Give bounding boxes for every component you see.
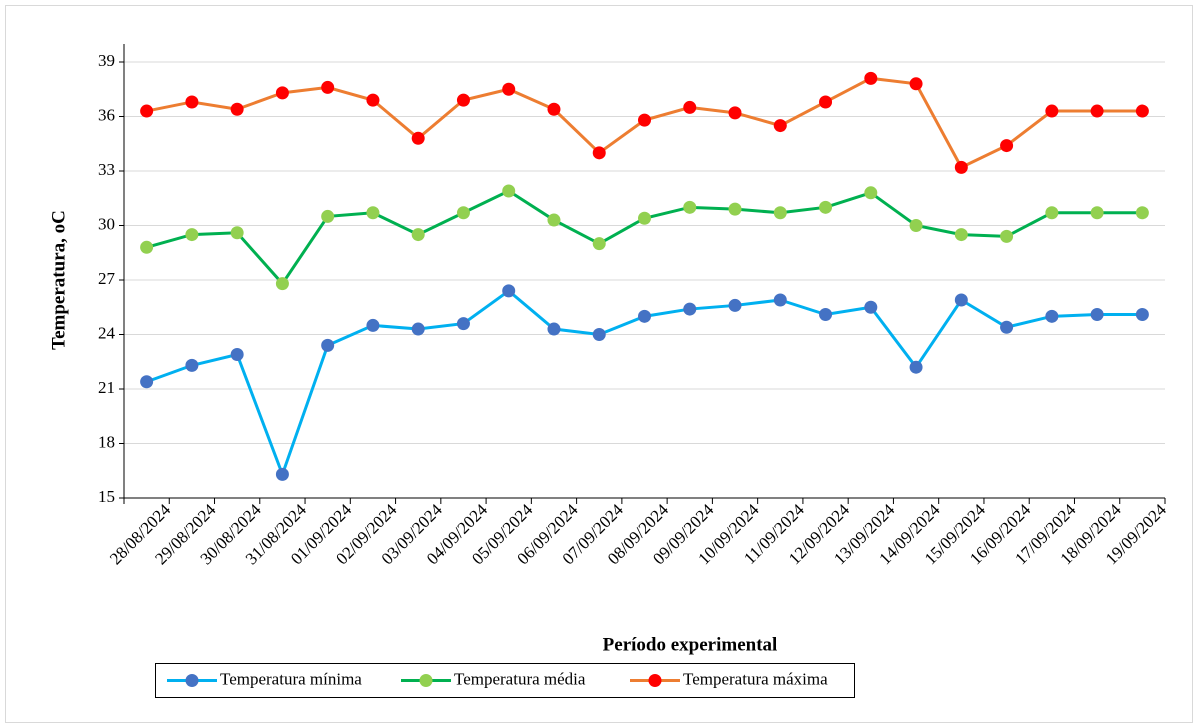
data-point <box>366 206 380 220</box>
data-point <box>1045 104 1059 118</box>
data-point <box>185 358 199 372</box>
data-point <box>366 93 380 107</box>
data-point <box>954 293 968 307</box>
legend: Temperatura mínima Temperatura média Tempe… <box>155 663 855 698</box>
legend-label: Temperatura máxima <box>683 669 828 688</box>
legend-box <box>155 663 855 698</box>
data-point <box>185 228 199 242</box>
y-tick-label: 30 <box>98 214 115 233</box>
data-point <box>683 302 697 316</box>
data-point <box>321 338 335 352</box>
data-point <box>456 93 470 107</box>
data-point <box>1135 308 1149 322</box>
data-point <box>1090 308 1104 322</box>
data-point <box>864 186 878 200</box>
data-point <box>1090 206 1104 220</box>
data-point <box>230 102 244 116</box>
data-point <box>728 298 742 312</box>
data-point <box>909 219 923 232</box>
data-point <box>683 100 697 114</box>
x-axis-title: Período experimental <box>603 634 778 655</box>
data-point <box>547 322 561 336</box>
data-point <box>638 309 651 323</box>
data-point <box>275 86 289 100</box>
y-tick-label: 15 <box>98 487 115 506</box>
legend-label: Temperatura mínima <box>220 669 362 688</box>
data-point <box>864 71 878 85</box>
data-point <box>728 106 742 120</box>
chart-border <box>5 5 1193 723</box>
data-point <box>321 80 335 94</box>
data-point <box>638 211 651 225</box>
data-point <box>502 184 516 198</box>
data-point <box>954 160 968 174</box>
y-tick-label: 24 <box>98 323 116 342</box>
data-point <box>230 347 244 361</box>
legend-marker <box>185 674 199 687</box>
legend-marker <box>419 674 433 687</box>
data-point <box>456 317 470 331</box>
y-tick-label: 21 <box>98 378 115 397</box>
data-point <box>547 102 561 116</box>
y-tick-label: 27 <box>98 269 116 288</box>
data-point <box>1000 139 1014 153</box>
data-point <box>819 308 833 322</box>
y-tick-label: 39 <box>98 51 115 70</box>
data-point <box>592 237 606 251</box>
data-point <box>909 77 923 91</box>
data-point <box>592 146 606 160</box>
y-tick-label: 33 <box>98 160 115 179</box>
data-point <box>185 95 199 109</box>
data-point <box>1135 206 1149 220</box>
data-point <box>366 318 380 332</box>
data-point <box>773 206 787 220</box>
data-point <box>954 228 968 242</box>
data-point <box>1135 104 1149 118</box>
data-point <box>773 119 787 133</box>
data-point <box>275 467 289 481</box>
data-point <box>819 95 833 109</box>
data-point <box>502 284 516 298</box>
y-tick-label: 18 <box>98 432 115 451</box>
data-point <box>140 375 154 389</box>
data-point <box>321 209 335 223</box>
data-point <box>683 200 697 214</box>
data-point <box>547 213 561 227</box>
data-point <box>728 202 742 216</box>
data-point <box>592 328 606 341</box>
data-point <box>909 360 923 374</box>
y-axis-title: Temperatura, oC <box>48 210 69 350</box>
data-point <box>1000 229 1014 243</box>
data-point <box>502 82 516 96</box>
data-point <box>411 322 425 336</box>
data-point <box>456 206 470 220</box>
data-point <box>1090 104 1104 118</box>
data-point <box>638 113 651 127</box>
data-point <box>411 131 425 145</box>
data-point <box>275 277 289 291</box>
legend-marker <box>648 674 662 687</box>
data-point <box>411 228 425 242</box>
data-point <box>819 200 833 214</box>
data-point <box>1000 320 1014 334</box>
legend-label: Temperatura média <box>454 669 586 688</box>
data-point <box>1045 309 1059 323</box>
data-point <box>140 104 154 118</box>
data-point <box>140 240 154 254</box>
y-tick-label: 36 <box>98 105 115 124</box>
data-point <box>864 300 878 314</box>
data-point <box>773 293 787 307</box>
data-point <box>1045 206 1059 220</box>
data-point <box>230 226 244 240</box>
